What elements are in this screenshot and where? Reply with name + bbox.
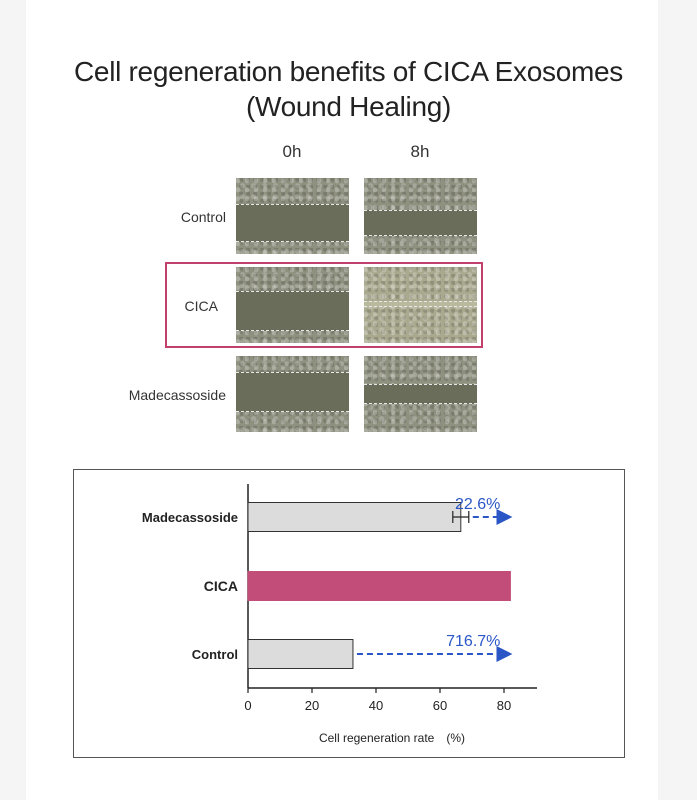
cica-highlight-frame	[165, 262, 483, 348]
micrograph-cica-0h	[236, 267, 349, 343]
bar-madecassoside	[247, 502, 462, 532]
increase-label-madecassoside: 22.6%	[455, 496, 500, 513]
increase-label-control: 716.7%	[446, 633, 500, 650]
x-axis-label: Cell regeneration rate (%)	[319, 731, 465, 745]
x-tick-label-20: 20	[305, 698, 319, 713]
category-label-control: Control	[192, 647, 238, 662]
micrograph-madecassoside-0h	[236, 356, 349, 432]
chart-title: Cell regeneration benefits of CICA Exoso…	[74, 56, 623, 87]
category-label-madecassoside: Madecassoside	[142, 510, 238, 525]
row-label-madecassoside: Madecassoside	[128, 387, 226, 403]
chart-subtitle: (Wound Healing)	[245, 91, 452, 122]
x-tick-label-0: 0	[244, 698, 251, 713]
time-label-0h: 0h	[282, 142, 302, 161]
micrograph-control-0h	[236, 178, 349, 254]
row-label-control: Control	[180, 209, 226, 225]
bar-control	[247, 639, 354, 669]
micrograph-cica-8h	[364, 267, 477, 343]
x-tick-label-80: 80	[497, 698, 511, 713]
row-label-cica: CICA	[184, 298, 218, 314]
category-label-cica: CICA	[204, 578, 238, 594]
x-tick-label-60: 60	[433, 698, 447, 713]
bar-cica	[247, 571, 511, 601]
time-label-8h: 8h	[410, 142, 430, 161]
micrograph-madecassoside-8h	[364, 356, 477, 432]
micrograph-control-8h	[364, 178, 477, 254]
x-tick-label-40: 40	[369, 698, 383, 713]
